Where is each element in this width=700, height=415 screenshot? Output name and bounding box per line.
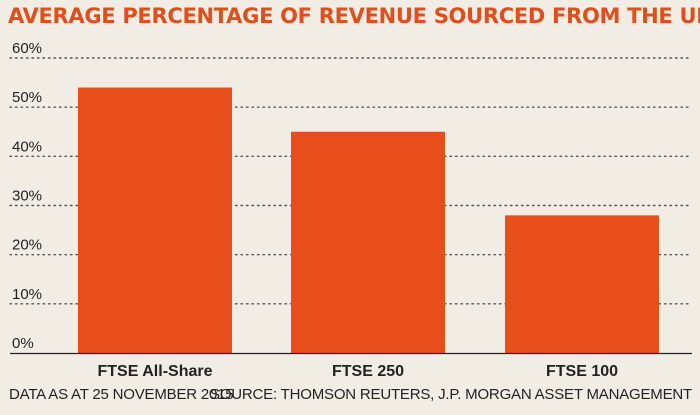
y-tick-label: 0% — [12, 335, 34, 352]
y-tick-label: 10% — [12, 286, 42, 303]
y-tick-label: 40% — [12, 138, 42, 155]
y-tick-label: 20% — [12, 237, 42, 254]
x-category-label: FTSE All-Share — [98, 363, 213, 380]
bar-ftse-250 — [291, 131, 445, 353]
source-note: SOURCE: THOMSON REUTERS, J.P. MORGAN ASS… — [210, 386, 692, 403]
y-tick-label: 50% — [12, 89, 42, 106]
chart-title: AVERAGE PERCENTAGE OF REVENUE SOURCED FR… — [8, 4, 700, 28]
x-category-label: FTSE 100 — [546, 363, 618, 380]
y-tick-label: 30% — [12, 188, 42, 205]
x-category-label: FTSE 250 — [332, 363, 404, 380]
bar-ftse-100 — [505, 215, 659, 353]
bar-ftse-all-share — [78, 87, 232, 353]
y-tick-label: 60% — [12, 40, 42, 57]
data-date-note: DATA AS AT 25 NOVEMBER 2015 — [9, 386, 234, 403]
